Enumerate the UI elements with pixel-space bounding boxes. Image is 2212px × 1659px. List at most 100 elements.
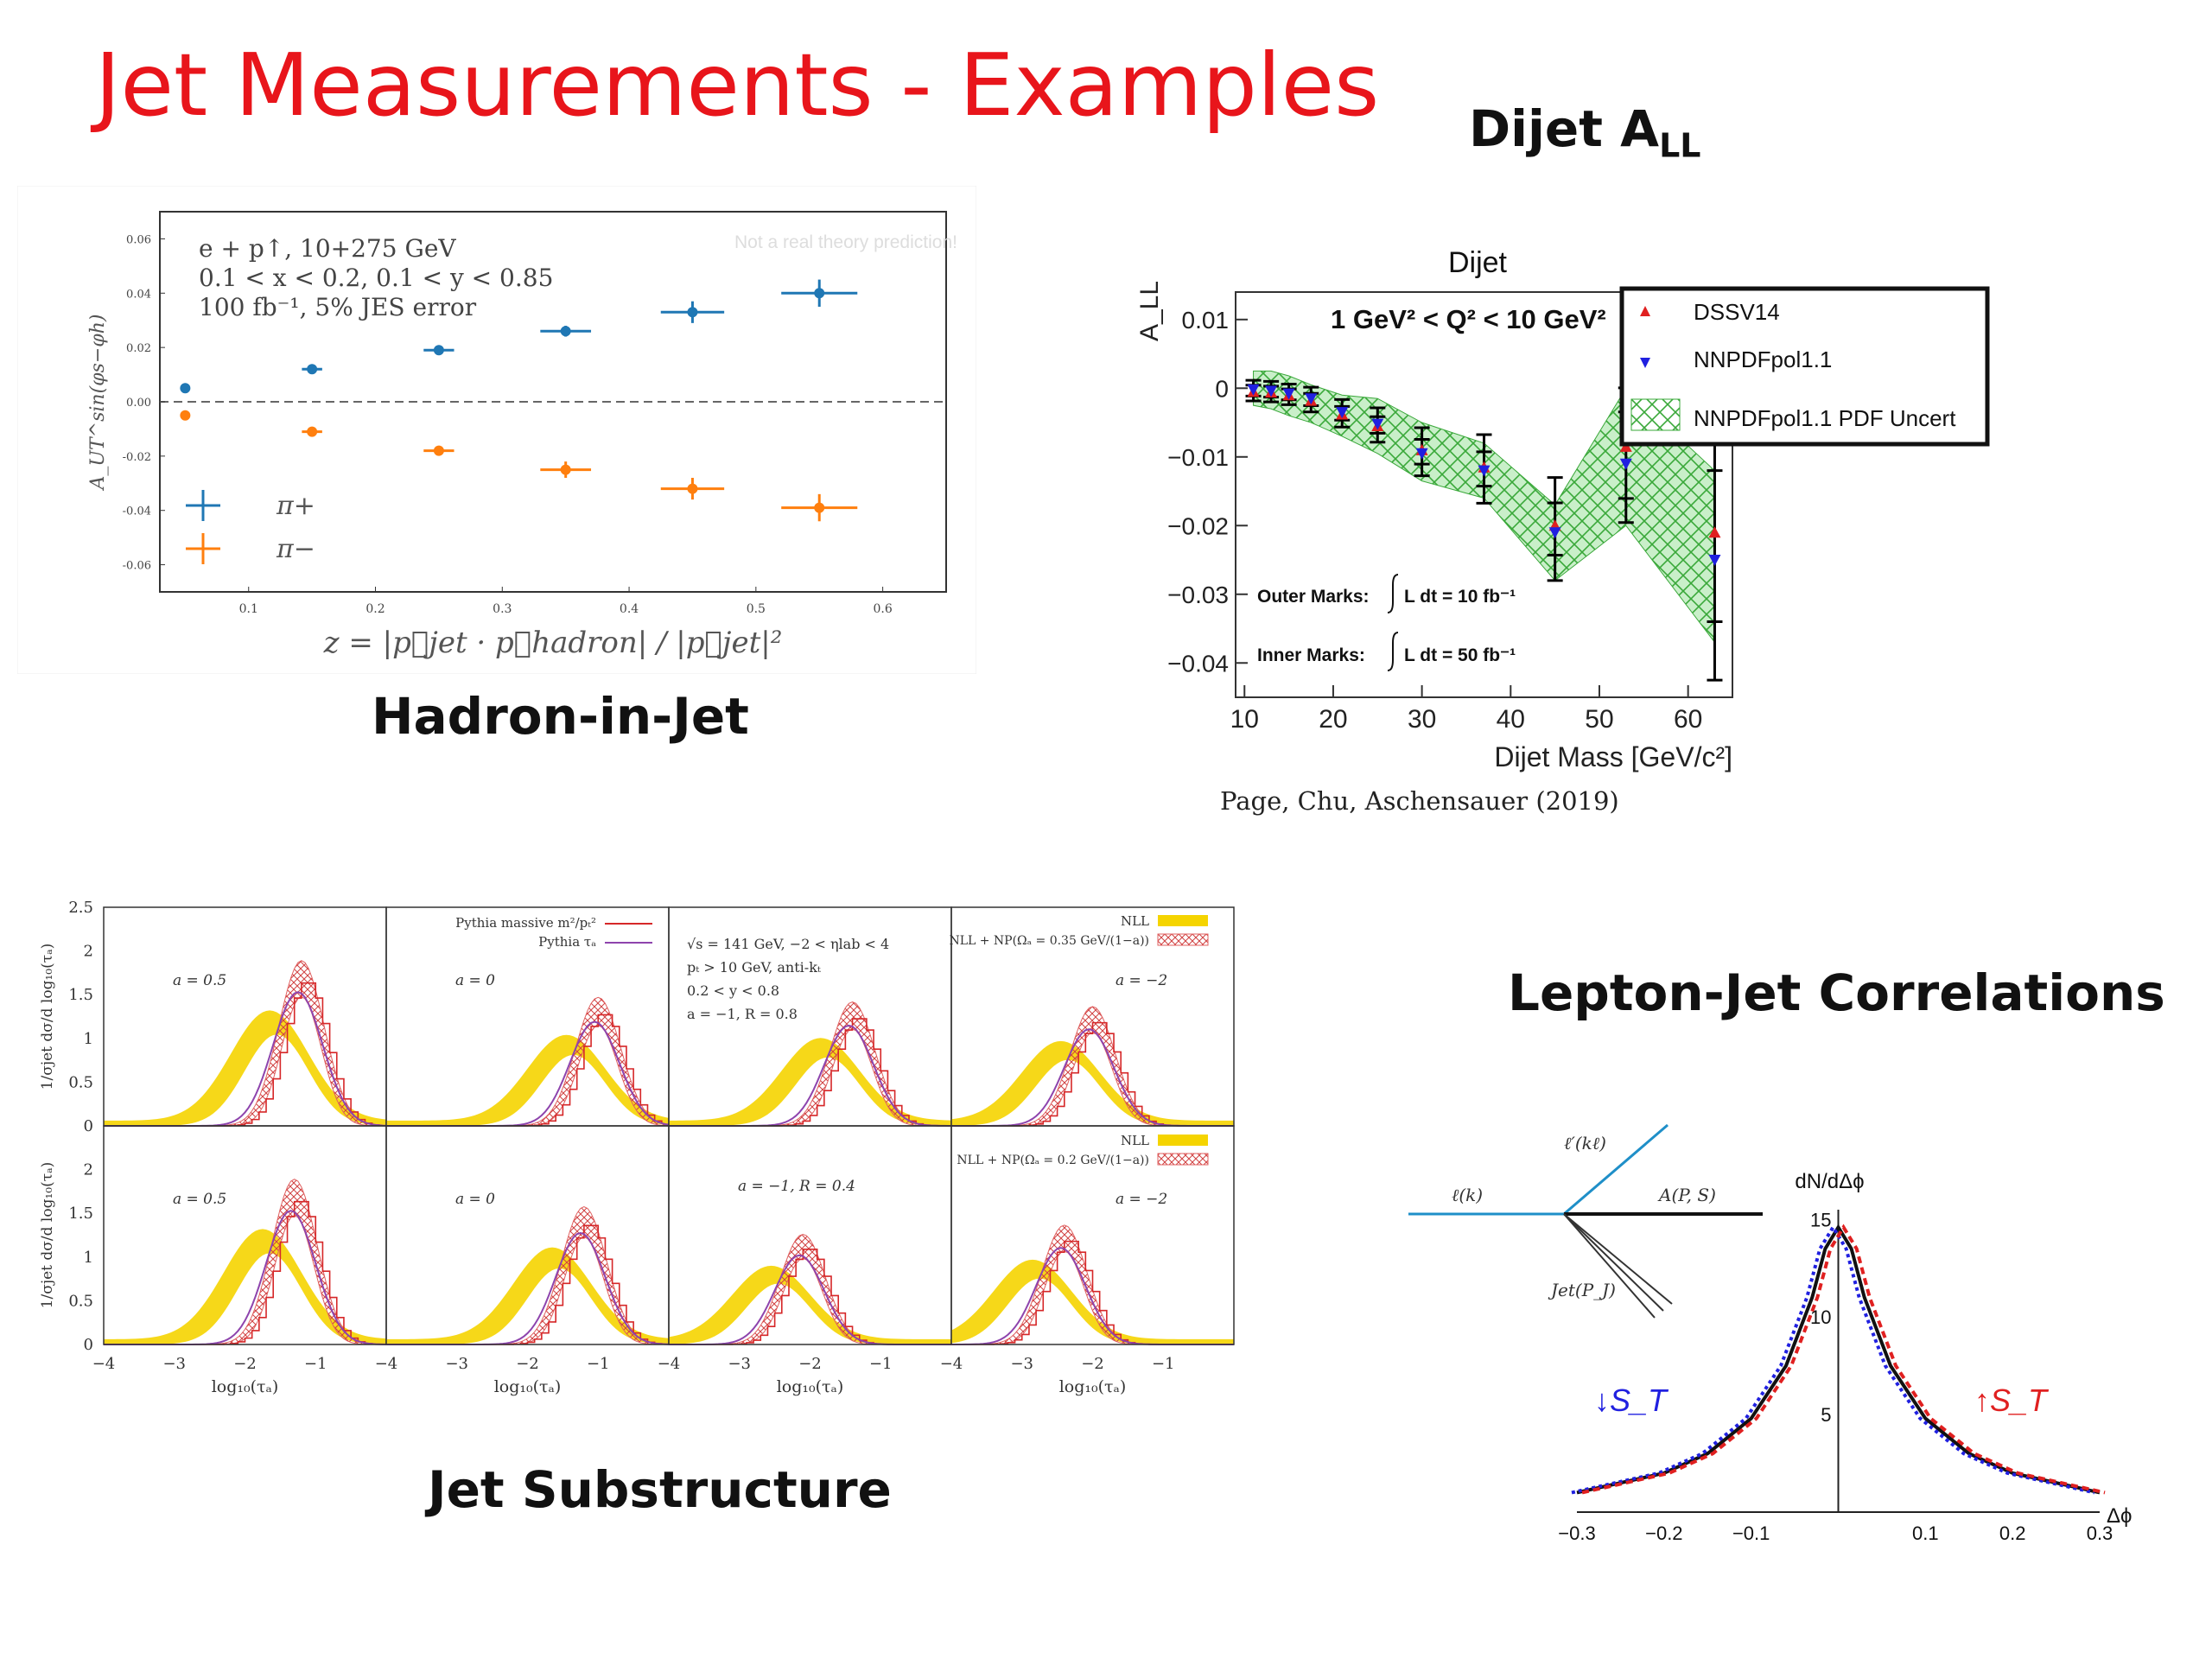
hadron-xtick-label: 0.2: [365, 602, 385, 616]
jss-ytick-label: 0: [84, 1336, 93, 1354]
jss-ytick-label: 2.5: [68, 899, 93, 917]
diagram-lepton-out-label: ℓ′(kℓ): [1564, 1133, 1606, 1154]
nnpdf-point: [1415, 448, 1428, 460]
dijet-xlabel: Dijet Mass [GeV/c²]: [1494, 741, 1732, 772]
dijet-ytick-label: −0.04: [1167, 650, 1229, 677]
hadron-ytick-label: -0.06: [123, 560, 151, 573]
spin-down-label: ↓S_T: [1594, 1382, 1669, 1418]
jss-ytick-label: 1: [84, 1030, 93, 1048]
nnpdf-point: [1708, 555, 1721, 567]
hadron-ytick-label: -0.02: [123, 451, 151, 464]
jss-xtick-label: −4: [658, 1355, 681, 1373]
dssv14-point: [1708, 526, 1721, 538]
pi-minus-point: [433, 445, 444, 456]
jss-xlabel: log₁₀(τₐ): [212, 1377, 279, 1396]
hadron-ytick-label: 0.02: [126, 342, 151, 355]
lepton-ytick-label: 5: [1821, 1404, 1831, 1426]
outer-marks-label: Outer Marks:: [1257, 587, 1370, 607]
jss-panel-frame: [668, 1125, 952, 1345]
jss-legend-nll: NLL: [1121, 913, 1149, 929]
dijet-ytick-label: −0.02: [1167, 512, 1229, 539]
dijet-xtick-label: 60: [1674, 705, 1702, 734]
dijet-plot-frame: [1235, 291, 1733, 698]
jss-panel-label: a = 0.5: [173, 972, 226, 989]
hadron-annotation-line: e + p↑, 10+275 GeV: [199, 234, 456, 263]
dijet-legend-label: NNPDFpol1.1: [1694, 346, 1832, 372]
pi-minus-point: [180, 410, 191, 421]
jss-legend-np-swatch: [1157, 1153, 1209, 1166]
hadron-ylabel: A_UT^sin(φs−φh): [87, 315, 109, 492]
pi-plus-point: [560, 326, 571, 337]
jss-xtick-label: −4: [940, 1355, 963, 1373]
nll-band: [104, 1229, 386, 1344]
jss-info-line: √s = 141 GeV, −2 < ηlab < 4: [687, 936, 889, 952]
inner-integral-sign: [1387, 632, 1399, 671]
lepton-xtick-label: −0.3: [1558, 1522, 1595, 1544]
lepton-jet-caption: Lepton-Jet Correlations: [1508, 963, 2165, 1022]
jss-xtick-label: −1: [304, 1355, 327, 1373]
diagram-lepton-in-label: ℓ(k): [1452, 1185, 1483, 1205]
hadron-ytick-label: 0.04: [126, 288, 151, 301]
hadron-xlabel: z = |p⃗jet · p⃗hadron| / |p⃗jet|²: [323, 626, 783, 660]
hadron-legend-label: π−: [276, 534, 315, 564]
jss-xtick-label: −2: [233, 1355, 257, 1373]
outer-marks-lumi: L dt = 10 fb⁻¹: [1404, 587, 1516, 607]
legend-uncert-swatch: [1630, 398, 1681, 431]
nll-band: [669, 1038, 951, 1126]
hadron-in-jet-chart: 0.1 0.2 0.3 0.4 0.5 0.6 0.06 0.04 0.02 0.00 -0.02 -…: [17, 186, 976, 674]
jet-substructure-chart: a = 0.5 2.5 2 1.5 1 0.5 0 a = 0 a = −2 a = 0.5 −4 −…: [39, 899, 1235, 1396]
jss-ytick-label: 1.5: [68, 1205, 93, 1223]
jss-panel-label: a = −1, R = 0.4: [738, 1178, 855, 1195]
jss-panel-label: a = 0.5: [173, 1191, 226, 1208]
jss-legend-np: NLL + NP(Ωₐ = 0.2 GeV/(1−a)): [957, 1154, 1149, 1167]
dijet-xtick-label: 50: [1585, 705, 1613, 734]
lepton-jet-chart: ℓ(k) ℓ′(kℓ) A(P, S) Jet(P_J) dN/dΔϕ Δϕ −0.3 −0.…: [1408, 1123, 2132, 1544]
inner-marks-lumi: L dt = 50 fb⁻¹: [1404, 645, 1516, 665]
hadron-ytick-label: 0.00: [126, 397, 151, 410]
jss-info-line: 0.2 < y < 0.8: [687, 982, 779, 999]
legend-nnpdf-marker: [1640, 358, 1650, 368]
hadron-ytick-label: -0.04: [123, 505, 151, 518]
hadron-ytick-label: 0.06: [126, 233, 151, 246]
hadron-panel-bg: [17, 186, 976, 674]
jss-xtick-label: −3: [1010, 1355, 1033, 1373]
nnpdf-point: [1336, 407, 1349, 419]
dijet-all-chart: Dijet 10 20 30 40 50 60 0.01 0 −0.01 −0.02 −0.03 −0.…: [1135, 246, 1990, 772]
outer-integral-sign: [1387, 574, 1399, 613]
nnpdf-point: [1305, 393, 1318, 405]
lepton-xtick-label: 0.1: [1912, 1522, 1939, 1544]
jss-legend-tau: Pythia τₐ: [538, 934, 596, 950]
jss-info-line: pₜ > 10 GeV, anti-kₜ: [687, 959, 821, 976]
jet-substructure-caption: Jet Substructure: [428, 1460, 892, 1519]
jss-xlabel: log₁₀(τₐ): [494, 1377, 562, 1396]
jss-xtick-label: −1: [1152, 1355, 1175, 1373]
nnpdf-point: [1371, 418, 1384, 430]
jss-panel-frame: [950, 1125, 1235, 1345]
jss-panel-label: a = 0: [455, 1191, 495, 1208]
dijet-ytick-label: −0.03: [1167, 582, 1229, 608]
jss-legend-nll-swatch: [1158, 1135, 1208, 1146]
jet-line: [1563, 1213, 1673, 1305]
dijet-legend-label: DSSV14: [1694, 299, 1780, 325]
jss-ytick-label: 2: [84, 943, 93, 961]
dijet-xtick-label: 10: [1230, 705, 1259, 734]
pi-plus-point: [180, 383, 191, 394]
jss-ytick-label: 2: [84, 1161, 93, 1179]
pi-minus-point: [307, 426, 318, 437]
jss-legend-nll: NLL: [1121, 1133, 1149, 1148]
jss-ylabel: 1/σjet dσ/d log₁₀(τₐ): [39, 944, 56, 1090]
jss-xtick-label: −2: [516, 1355, 539, 1373]
hadron-xtick-label: 0.1: [239, 602, 258, 616]
nll-band: [386, 1034, 669, 1126]
nnpdf-point: [1478, 465, 1491, 477]
lepton-ylabel: dN/dΔϕ: [1795, 1170, 1864, 1193]
np-band: [669, 1233, 951, 1345]
dijet-heading-sub: LL: [1659, 126, 1701, 165]
jet-line: [1563, 1213, 1664, 1312]
pi-plus-point: [433, 345, 444, 356]
jss-legend-np: NLL + NP(Ωₐ = 0.35 GeV/(1−a)): [949, 934, 1149, 948]
lepton-xtick-label: 0.3: [2087, 1522, 2113, 1544]
jss-xtick-label: −4: [375, 1355, 398, 1373]
inner-marks-label: Inner Marks:: [1257, 645, 1365, 665]
dijet-heading-main: Dijet A: [1469, 99, 1660, 158]
